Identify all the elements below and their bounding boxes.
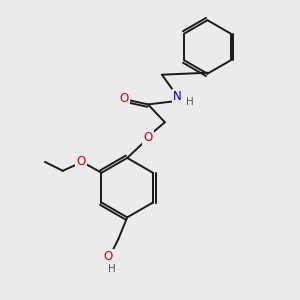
Text: O: O	[143, 130, 153, 144]
Text: N: N	[173, 90, 182, 103]
Text: H: H	[109, 264, 116, 274]
Text: H: H	[186, 98, 194, 107]
Text: O: O	[104, 250, 113, 263]
Text: O: O	[120, 92, 129, 105]
Text: O: O	[76, 155, 85, 168]
